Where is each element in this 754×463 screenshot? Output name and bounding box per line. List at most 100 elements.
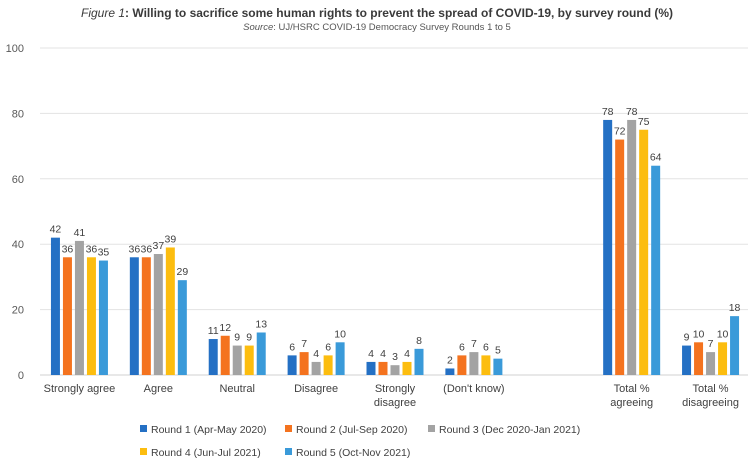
data-label: 6 (483, 341, 489, 353)
data-label: 4 (313, 348, 319, 360)
bar (74, 240, 84, 375)
bar (165, 247, 175, 375)
data-label: 39 (164, 233, 176, 245)
data-label: 7 (471, 338, 477, 350)
data-label: 6 (325, 341, 331, 353)
data-label: 42 (50, 224, 62, 236)
bar (390, 365, 400, 375)
data-label: 7 (301, 338, 307, 350)
data-label: 78 (602, 106, 614, 118)
figure-label: Figure 1 (80, 6, 126, 20)
x-category-label: Strongly agree (44, 383, 116, 395)
data-label: 9 (246, 332, 252, 344)
bar (402, 361, 412, 375)
data-label: 4 (368, 348, 374, 360)
x-category-label: Total % (693, 383, 729, 395)
bar (639, 129, 649, 375)
data-label: 6 (289, 341, 295, 353)
bar (603, 119, 613, 375)
bar (378, 361, 388, 375)
y-tick-label: 80 (12, 108, 24, 120)
bar (730, 316, 740, 375)
bar (208, 339, 218, 375)
data-label: 8 (416, 335, 422, 347)
bar (414, 348, 424, 375)
x-category-label: disagreeing (682, 397, 739, 409)
data-label: 9 (234, 332, 240, 344)
data-label: 36 (86, 243, 98, 255)
bar (493, 358, 503, 375)
data-label: 7 (708, 338, 714, 350)
bar (86, 257, 96, 375)
chart-subtitle: Source: UJ/HSRC COVID-19 Democracy Surve… (243, 22, 511, 33)
data-label: 72 (614, 126, 626, 138)
data-label: 37 (152, 240, 164, 252)
legend-swatch (140, 425, 147, 432)
bar (694, 342, 704, 375)
data-label: 2 (447, 354, 453, 366)
legend-swatch (428, 425, 435, 432)
bar (335, 342, 345, 375)
y-tick-label: 60 (12, 174, 24, 186)
x-category-label: Disagree (294, 383, 338, 395)
legend-swatch (285, 448, 292, 455)
legend-swatch (285, 425, 292, 432)
data-label: 4 (380, 348, 386, 360)
bar (141, 257, 151, 375)
legend-label: Round 4 (Jun-Jul 2021) (151, 447, 261, 459)
data-label: 11 (208, 325, 219, 337)
bar (682, 345, 692, 375)
bar (706, 352, 716, 375)
y-tick-label: 100 (6, 43, 24, 55)
bar (445, 368, 455, 375)
data-label: 18 (729, 302, 741, 314)
bar (62, 257, 72, 375)
data-label: 78 (626, 106, 638, 118)
data-label: 12 (219, 322, 231, 334)
title-text: Willing to sacrifice some human rights t… (132, 6, 674, 20)
data-label: 29 (176, 266, 188, 278)
legend-label: Round 1 (Apr-May 2020) (151, 424, 267, 436)
data-label: 4 (404, 348, 410, 360)
data-label: 9 (684, 332, 690, 344)
bar (481, 355, 491, 375)
data-label: 35 (98, 247, 110, 259)
y-tick-label: 0 (18, 370, 24, 382)
x-category-label: Neutral (219, 383, 254, 395)
data-label: 10 (334, 328, 346, 340)
bar (177, 280, 187, 375)
bar (287, 355, 297, 375)
legend-label: Round 2 (Jul-Sep 2020) (296, 424, 408, 436)
data-label: 10 (693, 328, 705, 340)
data-label: 10 (717, 328, 729, 340)
bar (651, 165, 661, 375)
legend-label: Round 3 (Dec 2020-Jan 2021) (439, 424, 580, 436)
bar (469, 352, 479, 375)
bar (457, 355, 467, 375)
data-label: 75 (638, 116, 650, 128)
x-category-label: agreeing (610, 397, 653, 409)
x-category-label: Strongly (375, 383, 416, 395)
bar (244, 345, 254, 375)
bar (366, 361, 376, 375)
y-tick-label: 40 (12, 239, 24, 251)
x-category-label: Agree (144, 383, 173, 395)
data-label: 5 (495, 345, 501, 357)
bar (311, 361, 321, 375)
bar (299, 352, 309, 375)
data-label: 3 (392, 351, 398, 363)
source-label: Source (243, 22, 274, 33)
bar (50, 237, 60, 375)
bar (232, 345, 242, 375)
legend-label: Round 5 (Oct-Nov 2021) (296, 447, 410, 459)
data-label: 13 (255, 318, 267, 330)
x-category-label: Total % (614, 383, 650, 395)
data-label: 6 (459, 341, 465, 353)
bar (627, 119, 637, 375)
bar (718, 342, 728, 375)
data-label: 64 (650, 152, 662, 164)
data-label: 36 (62, 243, 74, 255)
data-label: 36 (128, 243, 140, 255)
bar (615, 139, 625, 375)
